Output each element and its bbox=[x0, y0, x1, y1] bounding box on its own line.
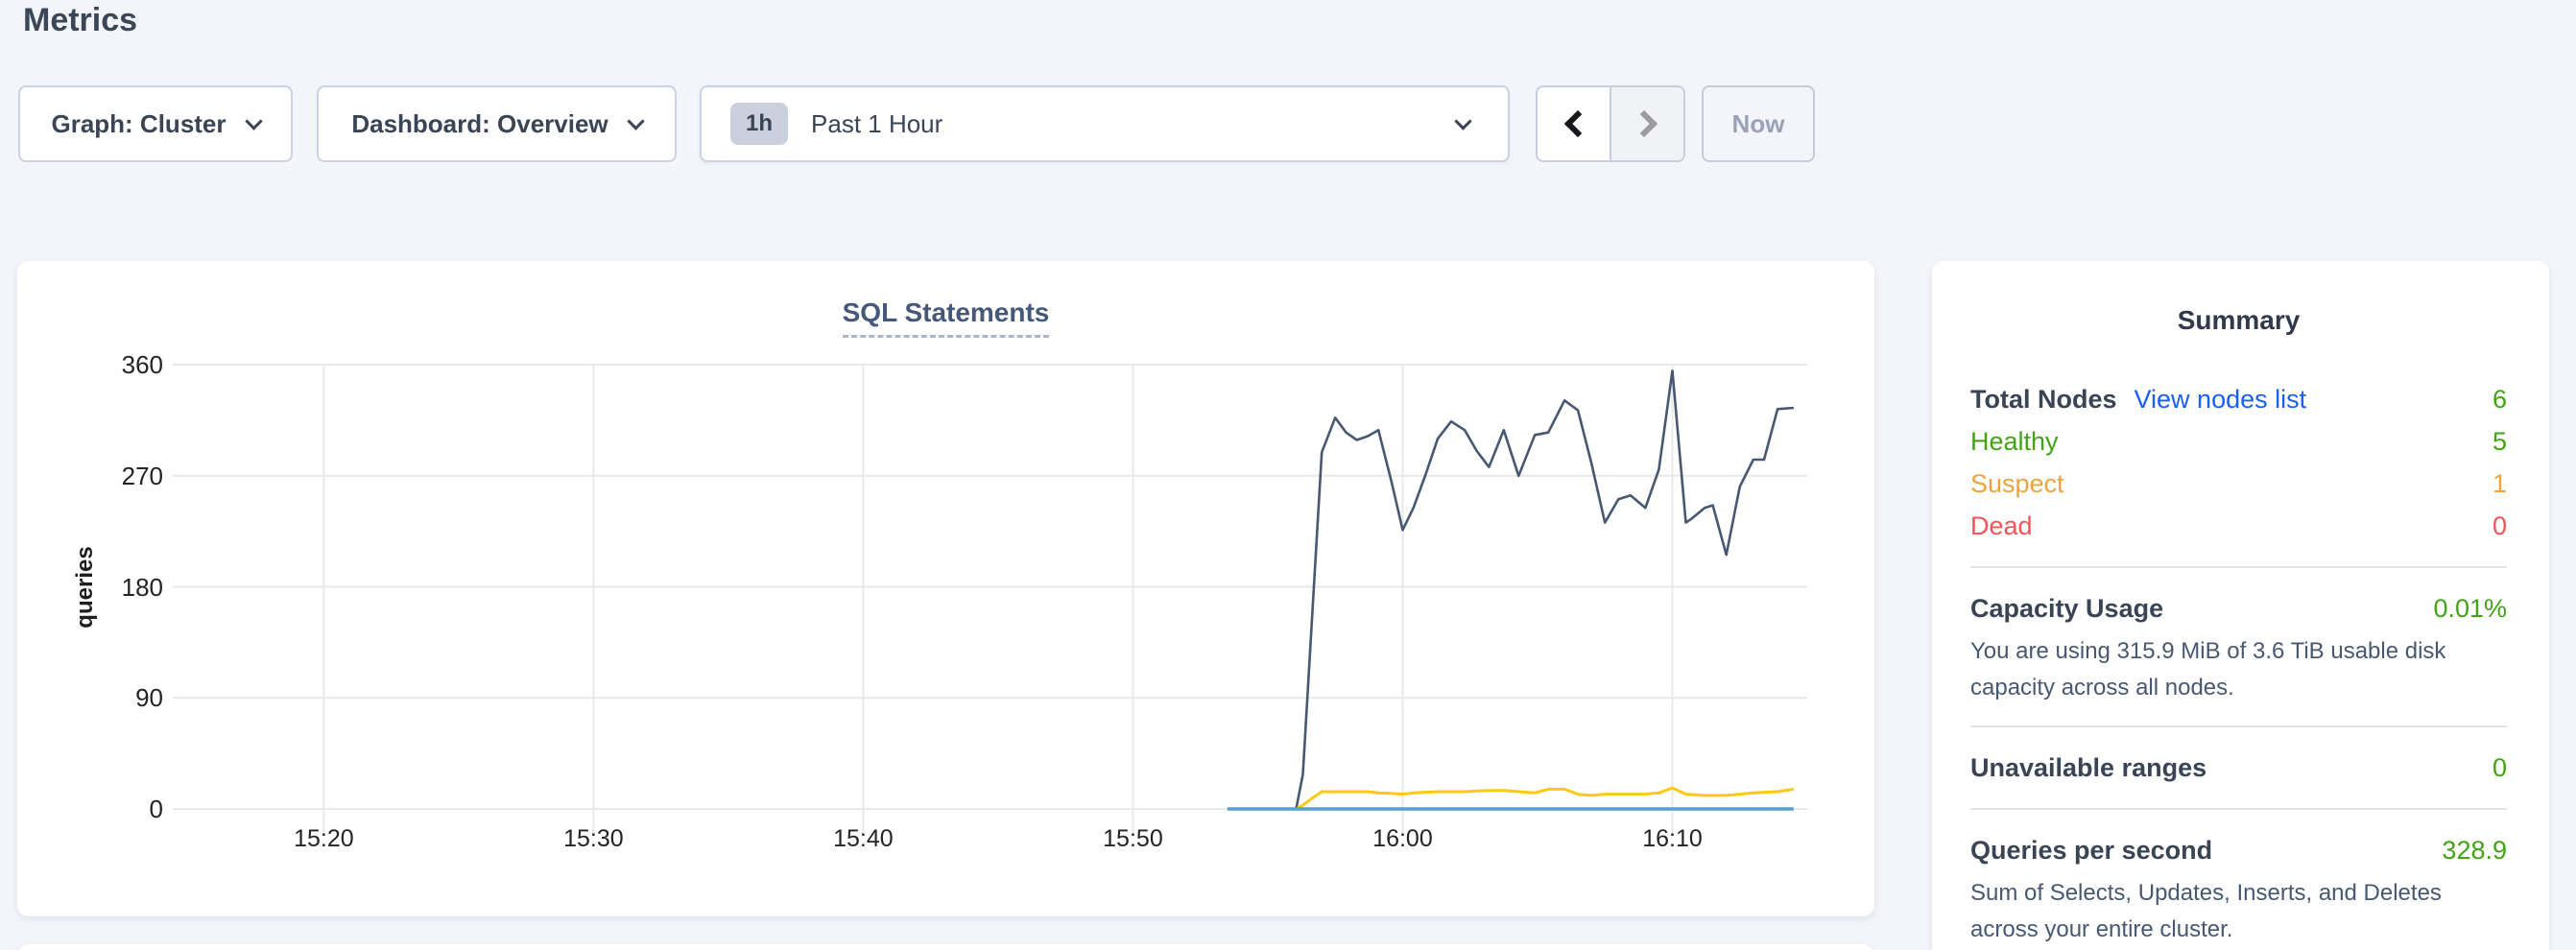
dead-label: Dead bbox=[1970, 511, 2033, 540]
divider bbox=[1970, 725, 2507, 727]
x-tick-label: 15:40 bbox=[833, 825, 894, 852]
dead-value: 0 bbox=[2492, 511, 2507, 540]
time-range-selector[interactable]: 1h Past 1 Hour bbox=[700, 85, 1510, 162]
suspect-nodes-row: Suspect 1 bbox=[1970, 463, 2507, 505]
queries-per-second-row: Queries per second 328.9 bbox=[1970, 829, 2507, 871]
summary-panel: Summary Total Nodes View nodes list 6 He… bbox=[1932, 261, 2549, 950]
total-nodes-label: Total Nodes bbox=[1970, 384, 2117, 414]
x-tick-label: 15:20 bbox=[294, 825, 354, 852]
time-range-badge: 1h bbox=[730, 103, 789, 145]
divider bbox=[1970, 808, 2507, 810]
suspect-label: Suspect bbox=[1970, 468, 2064, 498]
capacity-usage-description: You are using 315.9 MiB of 3.6 TiB usabl… bbox=[1970, 638, 2446, 701]
suspect-value: 1 bbox=[2492, 468, 2507, 498]
queries-per-second-description: Sum of Selects, Updates, Inserts, and De… bbox=[1970, 880, 2442, 942]
sql-statements-chart-panel: SQL Statements queries 0 90 180 270 360 15:20… bbox=[17, 261, 1874, 916]
queries-per-second-label: Queries per second bbox=[1970, 835, 2213, 865]
summary-title: Summary bbox=[2177, 305, 2301, 335]
capacity-usage-label: Capacity Usage bbox=[1970, 593, 2164, 623]
x-tick-label: 16:10 bbox=[1642, 825, 1703, 852]
chevron-down-icon bbox=[1454, 111, 1472, 131]
capacity-usage-row: Capacity Usage 0.01% bbox=[1970, 587, 2507, 629]
y-tick-label: 90 bbox=[135, 683, 163, 713]
queries-per-second-value: 328.9 bbox=[2442, 835, 2507, 865]
total-nodes-value: 6 bbox=[2492, 384, 2507, 414]
healthy-label: Healthy bbox=[1970, 426, 2059, 456]
x-tick-label: 16:00 bbox=[1372, 825, 1433, 852]
chart-title[interactable]: SQL Statements bbox=[842, 297, 1050, 338]
dashboard-dropdown[interactable]: Dashboard: Overview bbox=[317, 85, 677, 162]
time-range-label: Past 1 Hour bbox=[811, 108, 943, 138]
chevron-right-icon bbox=[1630, 109, 1658, 138]
graph-dropdown-label: Graph: Cluster bbox=[51, 108, 227, 138]
x-tick-label: 15:30 bbox=[563, 825, 624, 852]
view-nodes-list-link[interactable]: View nodes list bbox=[2134, 384, 2307, 414]
chevron-down-icon bbox=[244, 111, 263, 131]
chevron-down-icon bbox=[626, 111, 645, 131]
series-gold bbox=[1295, 786, 1795, 811]
total-nodes-row: Total Nodes View nodes list 6 bbox=[1970, 378, 2507, 420]
series-dark-navy bbox=[1295, 369, 1795, 810]
time-step-back-button[interactable] bbox=[1538, 87, 1610, 160]
y-tick-label: 0 bbox=[149, 795, 163, 823]
now-button[interactable]: Now bbox=[1702, 85, 1815, 162]
time-step-buttons bbox=[1536, 85, 1685, 162]
chevron-left-icon bbox=[1563, 109, 1591, 138]
next-chart-panel bbox=[17, 944, 1874, 950]
y-tick-label: 180 bbox=[121, 572, 163, 602]
y-tick-label: 270 bbox=[121, 461, 163, 490]
healthy-value: 5 bbox=[2492, 426, 2507, 456]
capacity-usage-value: 0.01% bbox=[2433, 593, 2507, 623]
x-tick-label: 15:50 bbox=[1103, 825, 1163, 852]
sql-statements-chart[interactable] bbox=[17, 261, 1874, 916]
dashboard-dropdown-label: Dashboard: Overview bbox=[351, 108, 608, 138]
divider bbox=[1970, 566, 2507, 568]
y-tick-label: 360 bbox=[121, 350, 163, 379]
graph-dropdown[interactable]: Graph: Cluster bbox=[18, 85, 293, 162]
unavailable-ranges-row: Unavailable ranges 0 bbox=[1970, 747, 2507, 789]
time-step-forward-button[interactable] bbox=[1610, 87, 1683, 160]
healthy-nodes-row: Healthy 5 bbox=[1970, 420, 2507, 463]
dead-nodes-row: Dead 0 bbox=[1970, 505, 2507, 547]
unavailable-ranges-value: 0 bbox=[2492, 752, 2507, 782]
page-title: Metrics bbox=[23, 2, 138, 38]
unavailable-ranges-label: Unavailable ranges bbox=[1970, 752, 2207, 782]
